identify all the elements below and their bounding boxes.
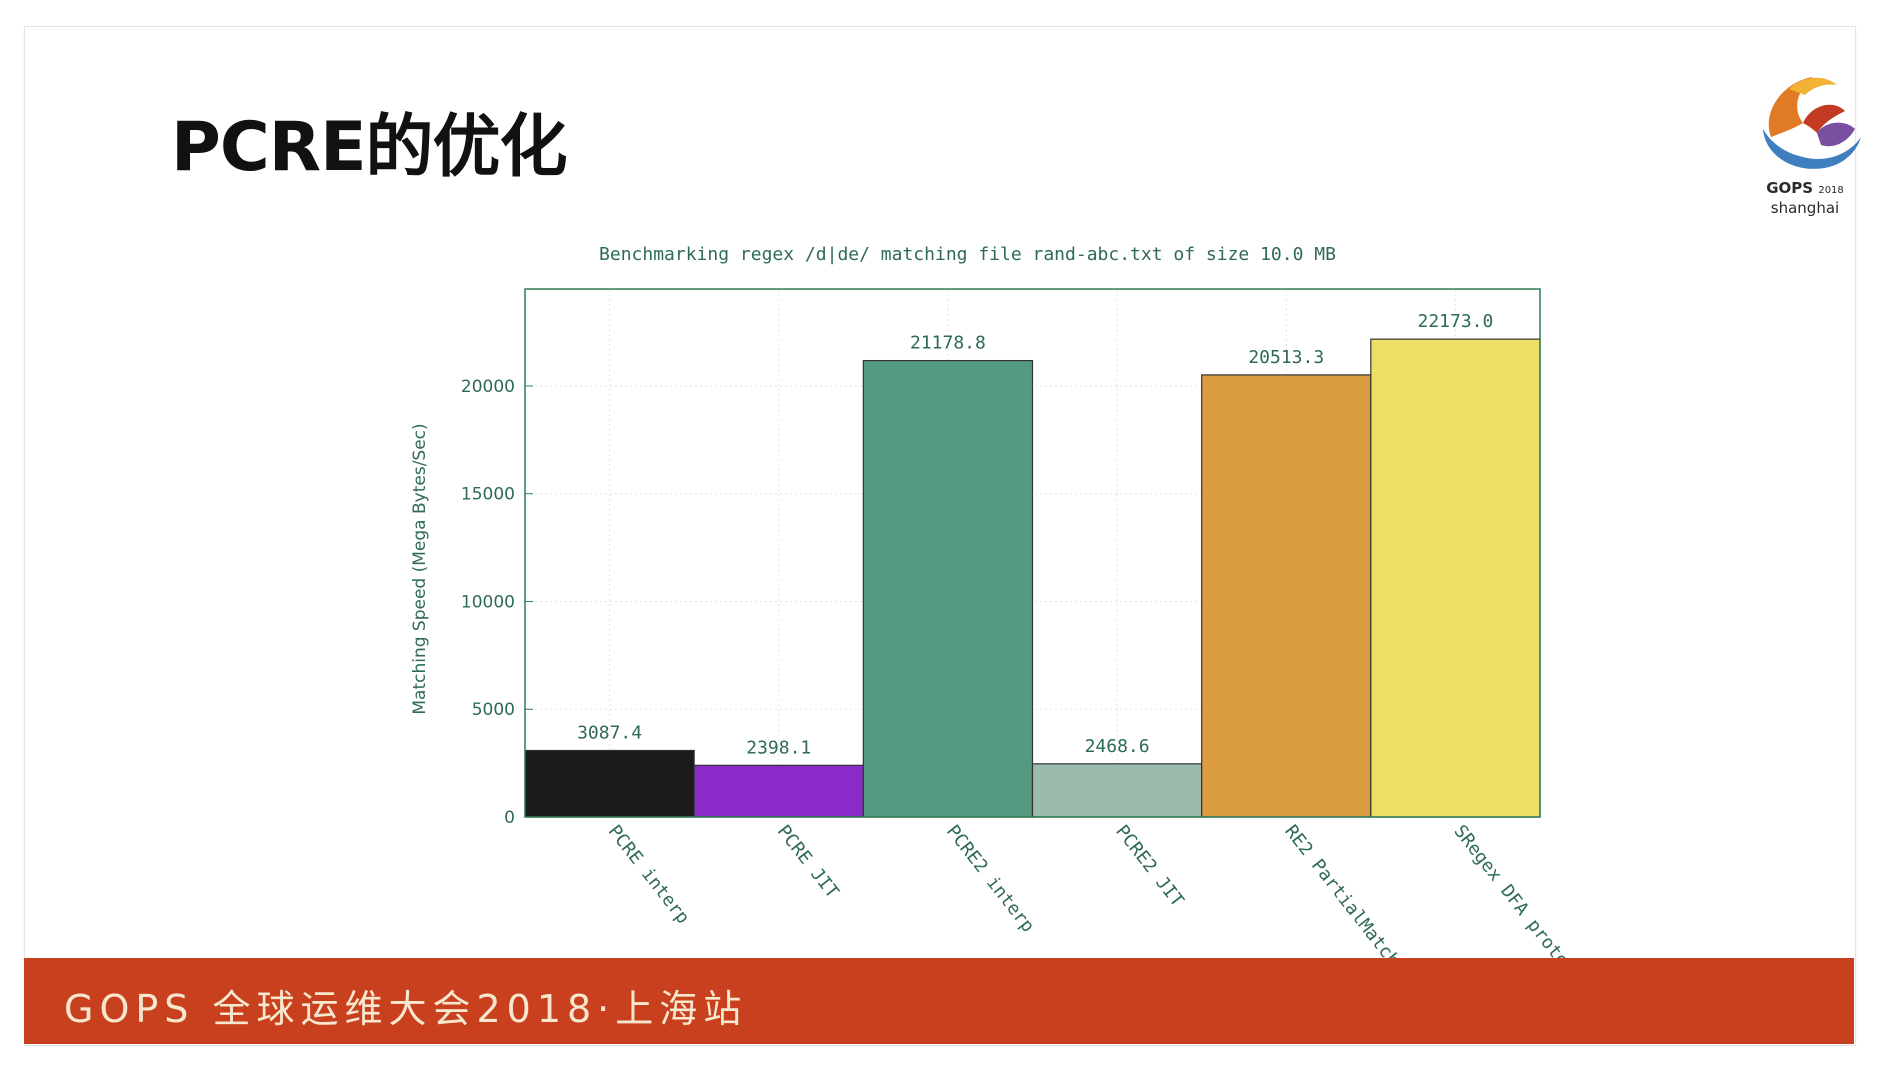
x-category-label: PCRE interp <box>604 821 694 928</box>
bar-pcre2-interp <box>862 359 1034 818</box>
gops-logo: GOPS 2018 shanghai <box>1741 59 1869 229</box>
benchmark-bar-chart: Benchmarking regex /d|de/ matching file … <box>410 244 1573 971</box>
chart-title: Benchmarking regex /d|de/ matching file … <box>599 244 1336 265</box>
plot-frame <box>524 288 1541 818</box>
logo-year: 2018 <box>1818 185 1844 196</box>
slide-title: PCRE的优化 <box>171 108 568 187</box>
y-tick-label: 10000 <box>461 592 515 612</box>
footer-text: GOPS 全球运维大会2018·上海站 <box>64 987 748 1031</box>
bar-value-label: 2468.6 <box>1085 736 1150 757</box>
bar-value-label: 22173.0 <box>1417 311 1493 332</box>
y-tick-label: 15000 <box>461 485 515 505</box>
x-category-label: PCRE JIT <box>773 821 843 902</box>
x-category-label: SRegex DFA proto <box>1449 821 1572 971</box>
bar-value-label: 3087.4 <box>577 722 642 743</box>
y-tick-label: 20000 <box>461 377 515 397</box>
bar-pcre2-jit <box>1031 763 1203 818</box>
footer-bar: GOPS 全球运维大会2018·上海站 <box>24 958 1854 1044</box>
bar-value-label: 21178.8 <box>910 333 986 354</box>
logo-name: GOPS <box>1766 179 1814 197</box>
logo-wordmark: GOPS 2018 <box>1741 179 1869 197</box>
y-tick-label: 0 <box>504 808 515 828</box>
bar-pcre-jit <box>693 764 864 818</box>
x-category-label: PCRE2 JIT <box>1111 821 1188 911</box>
bar-sregex-dfa-proto <box>1370 338 1541 818</box>
gops-logo-mark-icon <box>1763 77 1861 169</box>
bar-pcre-interp <box>524 749 695 818</box>
y-tick-label: 5000 <box>472 700 515 720</box>
bar-value-label: 20513.3 <box>1248 347 1324 368</box>
x-category-label: RE2 PartialMatch <box>1280 821 1403 971</box>
logo-city: shanghai <box>1770 199 1840 217</box>
bar-value-label: 2398.1 <box>746 737 811 758</box>
x-category-label: PCRE2 interp <box>942 821 1039 936</box>
benchmark-chart: Benchmarking regex /d|de/ matching file … <box>375 232 1635 992</box>
slide: PCRE的优化 GOPS 2018 shanghai Benchmarking … <box>24 26 1861 1046</box>
y-axis-label: Matching Speed (Mega Bytes/Sec) <box>410 423 430 714</box>
bar-re2-partialmatch <box>1201 374 1372 818</box>
